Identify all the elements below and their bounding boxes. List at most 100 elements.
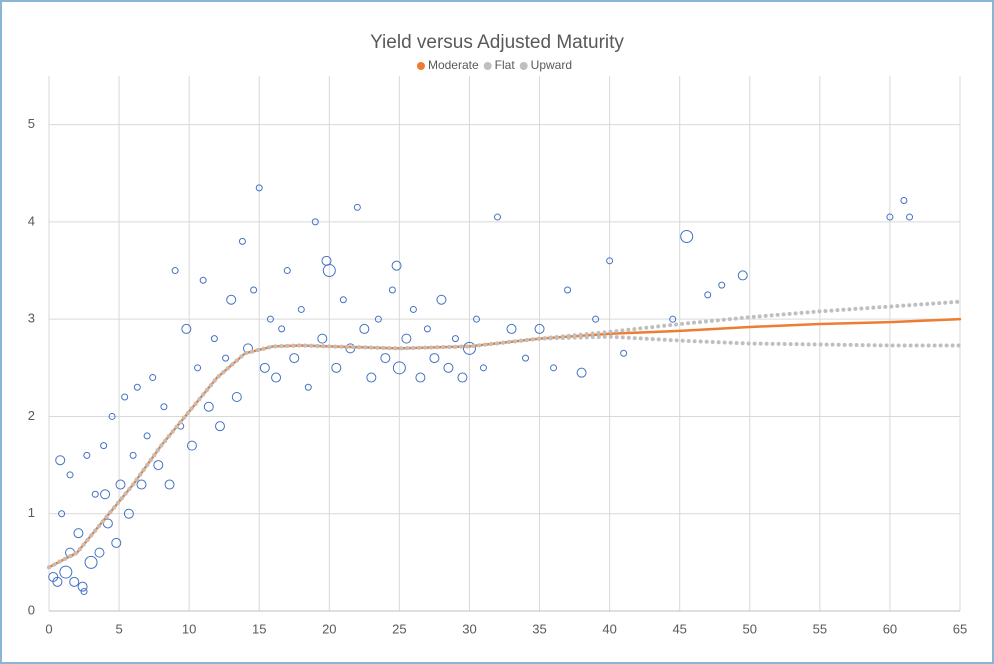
bubble [331,362,342,373]
bubble [100,489,111,500]
bubble [52,576,63,587]
legend-marker [416,62,425,70]
bubble [289,353,300,364]
x-tick-label: 35 [532,621,546,636]
bubble [550,364,558,372]
bubble [210,335,218,343]
bubble [108,412,116,420]
bubble [186,440,197,451]
bubble [534,323,545,334]
x-tick-label: 20 [322,621,336,636]
x-tick-label: 60 [883,621,897,636]
x-tick-label: 30 [462,621,476,636]
bubble [391,260,402,271]
bubble [194,364,202,372]
bubble [380,353,391,364]
bubble [214,421,225,432]
bubble [259,362,270,373]
y-tick-label: 4 [28,213,35,228]
line [47,299,962,570]
bubble [203,401,214,412]
bubble [353,203,361,211]
y-tick-label: 2 [28,408,35,423]
bubble [160,403,168,411]
bubble [222,354,230,362]
bubble [522,354,530,362]
legend-marker [483,62,492,70]
bubble [359,323,370,334]
bubble [121,393,129,401]
bubble [123,508,134,519]
bubble [69,576,80,587]
bubble [304,383,312,391]
bubble [255,184,263,192]
x-tick-label: 10 [182,621,196,636]
bubble [321,255,332,266]
bubble [472,315,480,323]
bubble [199,276,207,284]
bubble [388,286,396,294]
x-tick-label: 0 [45,621,52,636]
bubble [592,315,600,323]
x-tick-label: 50 [743,621,757,636]
bubble [133,383,141,391]
bubble [606,257,614,265]
bubble [55,455,66,466]
bubble [451,335,459,343]
bubble [680,230,694,243]
bubble [238,237,246,245]
bubble [80,588,88,596]
bubble [564,286,572,294]
bubble [129,451,137,459]
bubble [271,372,282,383]
bubble [77,581,88,592]
bubble [429,353,440,364]
bubble [73,528,84,539]
bubble [311,218,319,226]
bubble [669,315,677,323]
legend-label: Upward [531,58,572,72]
bubble [266,315,274,323]
bubble [737,270,748,281]
bubble [718,281,726,289]
y-tick-label: 1 [28,505,35,520]
bubble [374,315,382,323]
x-tick-label: 5 [115,621,122,636]
bubble [479,364,487,372]
bubble [231,392,242,402]
bubble [457,372,468,383]
bubble [423,325,431,333]
bubble [339,296,347,304]
bubble [100,442,108,450]
bubble [84,555,98,569]
bubble [886,213,894,221]
bubble [620,349,628,357]
bubble [443,362,454,373]
bubble [115,479,126,490]
legend-marker [519,62,528,70]
bubble [136,479,147,490]
x-tick-label: 45 [672,621,686,636]
bubble [493,213,501,221]
bubble [91,490,99,498]
bubble [283,267,291,275]
bubble [111,537,122,548]
bubble [506,323,517,334]
bubble [906,213,914,221]
bubble [366,372,377,383]
bubble [278,325,286,333]
x-tick-label: 40 [602,621,616,636]
chart-title: Yield versus Adjusted Maturity [370,32,624,53]
y-tick-label: 0 [28,602,35,617]
bubble [415,372,426,383]
bubble [226,294,237,305]
bubble [392,361,406,375]
bubble [704,291,712,299]
bubble [143,432,151,440]
bubble [181,323,192,334]
bubble [94,547,105,558]
bubble [153,460,164,471]
